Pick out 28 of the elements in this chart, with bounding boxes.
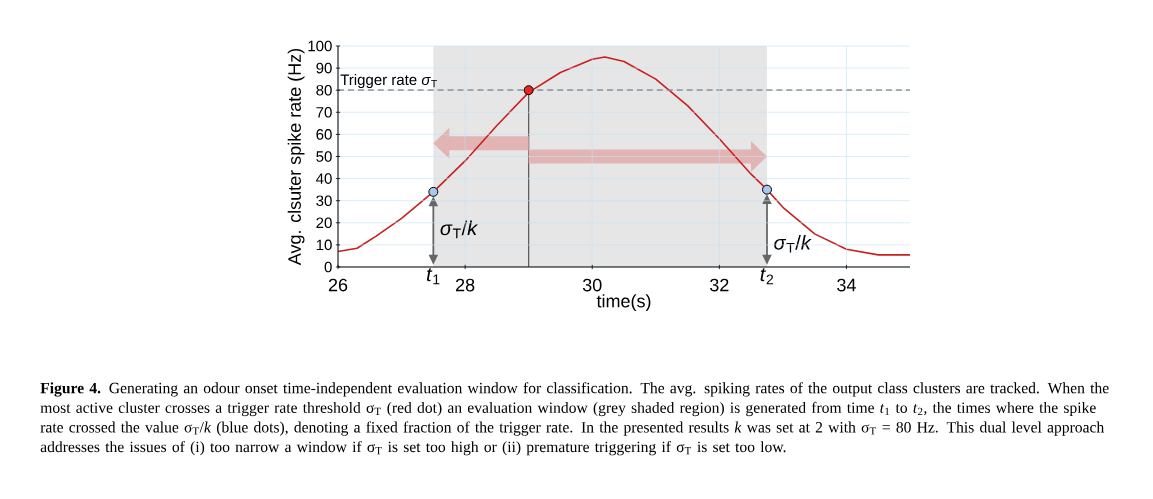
y-tick-label: 30: [316, 195, 332, 206]
y-tick-label: 100: [308, 40, 332, 52]
line-series: [337, 56, 911, 256]
y-tick-label: 10: [316, 239, 332, 251]
text: Figure 4. Generating an odour onset time-independent evaluation window for classification. The avg. spiking rates of the output class clusters are tracked. When the most active cluster crosses a trigger rate threshold σ$_{T}$ (red dot) an evaluation window (grey shaded region) is generated from time t$_{1}$ to t$_{2}$, the times where the spike rate crossed the value σ$_{T}$/k (blue dots), denoting a fixed fraction of the trigger rate. In the presented results k was set at 2 with σ$_{T}$ = 80 Hz. This dual level approach addresses the issues of (i) too narrow a window if σ$_{T}$ is set too high or (ii) premature triggering if σ$_{T}$ is set too low.: [40, 382, 1109, 456]
point: [762, 184, 772, 195]
y-tick-label: 80: [316, 84, 332, 96]
text: t$_{2}$: [760, 268, 774, 285]
y-tick-label: 20: [316, 217, 332, 229]
point: [523, 85, 534, 96]
y-axis-title: Avg. clsuter spike rate (Hz): [287, 48, 305, 266]
annotation: σ$_{T}$/k: [440, 220, 478, 239]
text: t$_{1}$: [426, 268, 440, 285]
point: [428, 186, 439, 197]
y-tick-label: 60: [316, 129, 332, 140]
x-tick-label: 28: [456, 278, 475, 292]
y-tick-label: 70: [316, 106, 332, 118]
x-tick-label: 32: [710, 278, 729, 292]
x-tick-label: 34: [837, 278, 856, 292]
y-tick-label: 90: [316, 62, 332, 74]
ref-line-label: Trigger rate σ$_{T}$: [340, 74, 438, 88]
x-tick-label: 26: [328, 278, 348, 292]
annotation: σ$_{T}$/k: [774, 234, 812, 253]
y-tick-label: 50: [316, 151, 332, 162]
x-axis-title: time(s): [596, 294, 651, 312]
y-tick-label: 40: [316, 173, 332, 184]
y-tick-label: 0: [324, 261, 332, 273]
x-tick-label: 30: [582, 278, 602, 292]
